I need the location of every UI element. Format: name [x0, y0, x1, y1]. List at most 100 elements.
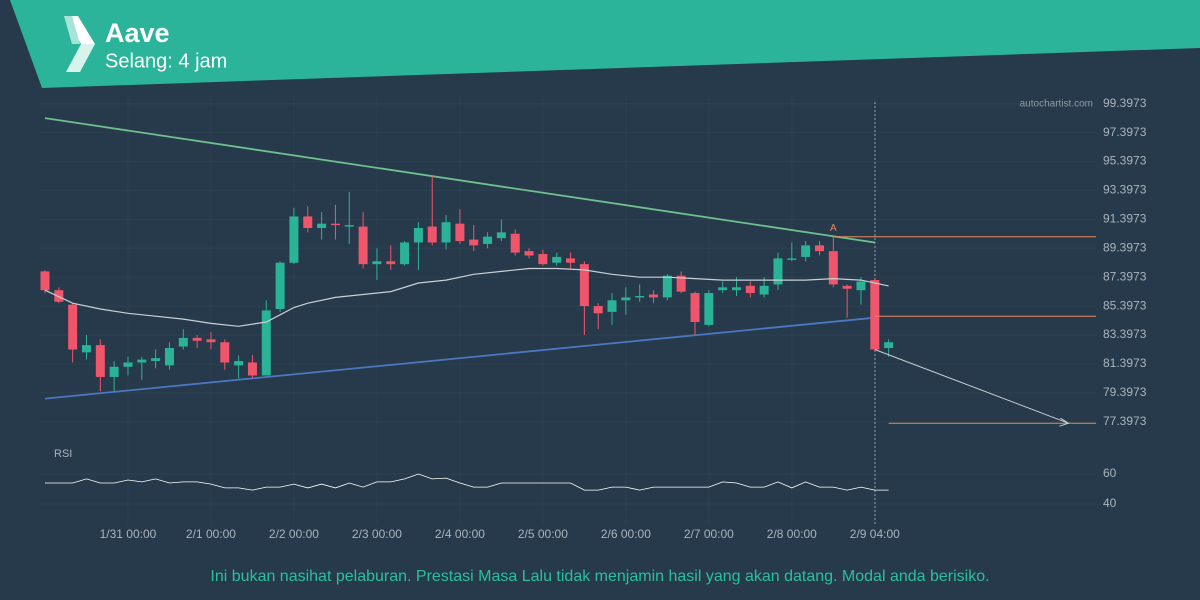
trendline: [44, 117, 875, 244]
candle-body: [220, 342, 230, 363]
y-tick-label: 85.3973: [1103, 298, 1147, 312]
candle-body: [178, 337, 188, 347]
candle-body: [441, 222, 451, 243]
candle-body: [344, 225, 354, 227]
chart-title: Aave: [105, 18, 170, 48]
y-tick-label: 91.3973: [1103, 212, 1147, 226]
candle-body: [649, 294, 659, 298]
candle-body: [386, 261, 396, 265]
candle-body: [123, 362, 133, 367]
y-tick-label: 93.3973: [1103, 183, 1147, 197]
rsi-label: RSI: [54, 448, 72, 460]
trendline: [44, 316, 875, 400]
candle-body: [510, 233, 520, 253]
y-tick-label: 97.3973: [1103, 125, 1147, 139]
y-tick-label: 99.3973: [1103, 96, 1147, 110]
moving-average: [44, 267, 889, 327]
x-tick-label: 2/3 00:00: [352, 527, 402, 541]
candle-body: [330, 223, 340, 226]
candle-body: [787, 258, 797, 260]
candle-body: [192, 337, 202, 341]
candle-body: [483, 236, 493, 244]
candle-body: [538, 254, 548, 265]
x-tick-label: 2/1 00:00: [186, 527, 236, 541]
candle-body: [427, 226, 437, 243]
candle-body: [621, 297, 631, 301]
candle-body: [828, 251, 838, 285]
chart-subtitle: Selang: 4 jam: [105, 50, 227, 72]
candle-body: [455, 223, 465, 242]
candle-body: [842, 285, 852, 289]
candle-body: [635, 295, 645, 298]
rsi-line: [45, 473, 889, 491]
candle-body: [303, 216, 313, 229]
y-tick-label: 77.3973: [1103, 414, 1147, 428]
x-tick-label: 2/4 00:00: [435, 527, 485, 541]
x-tick-label: 1/31 00:00: [100, 527, 157, 541]
candle-body: [745, 285, 755, 294]
candle-body: [413, 228, 423, 243]
projection-line: [874, 349, 1069, 424]
candle-body: [54, 290, 64, 302]
rsi-tick-label: 60: [1103, 466, 1117, 480]
candle-body: [856, 281, 866, 291]
disclaimer: Ini bukan nasihat pelaburan. Prestasi Ma…: [210, 568, 989, 585]
candle-body: [524, 251, 534, 256]
candle-body: [496, 232, 506, 239]
candle-body: [247, 362, 257, 376]
logo: [64, 16, 95, 72]
candle-body: [593, 306, 603, 314]
candle-body: [151, 358, 161, 362]
candle-body: [95, 345, 105, 377]
candle-body: [234, 361, 244, 366]
candle-body: [68, 304, 78, 350]
candle-body: [566, 258, 576, 263]
header-banner: [10, 0, 1200, 88]
candle-body: [400, 242, 410, 265]
candle-body: [884, 342, 894, 349]
logo-bottom: [66, 44, 95, 72]
candle-body: [690, 293, 700, 322]
candle-body: [870, 280, 880, 350]
watermark: autochartist.com: [1020, 99, 1093, 110]
candle-body: [607, 300, 617, 312]
candle-body: [164, 348, 174, 366]
projection-arrowhead: [1059, 417, 1070, 427]
rsi-tick-label: 40: [1103, 496, 1117, 510]
pattern-annotation: A: [830, 223, 837, 234]
candle-body: [261, 310, 271, 376]
x-tick-label: 2/7 00:00: [684, 527, 734, 541]
x-tick-label: 2/2 00:00: [269, 527, 319, 541]
candle-body: [275, 262, 285, 309]
logo-shade: [64, 16, 80, 44]
y-tick-label: 89.3973: [1103, 240, 1147, 254]
y-tick-label: 81.3973: [1103, 356, 1147, 370]
candle-body: [662, 275, 672, 298]
y-tick-label: 83.3973: [1103, 327, 1147, 341]
candle-body: [137, 359, 147, 363]
x-tick-label: 2/8 00:00: [767, 527, 817, 541]
candle-body: [81, 345, 91, 353]
candle-body: [372, 261, 382, 265]
x-tick-label: 2/5 00:00: [518, 527, 568, 541]
y-tick-label: 87.3973: [1103, 269, 1147, 283]
candle-body: [801, 245, 811, 257]
candle-body: [704, 293, 714, 325]
candle-body: [718, 287, 728, 291]
candle-body: [40, 271, 50, 291]
candle-body: [814, 245, 824, 252]
candle-body: [773, 258, 783, 285]
candle-body: [552, 256, 562, 263]
candle-body: [358, 226, 368, 265]
candle-body: [289, 216, 299, 263]
candle-body: [676, 275, 686, 292]
candle-body: [579, 264, 589, 307]
x-tick-label: 2/9 04:00: [850, 527, 900, 541]
y-tick-label: 79.3973: [1103, 385, 1147, 399]
candle-body: [759, 285, 769, 295]
candle-body: [206, 339, 216, 343]
candle-body: [469, 239, 479, 246]
